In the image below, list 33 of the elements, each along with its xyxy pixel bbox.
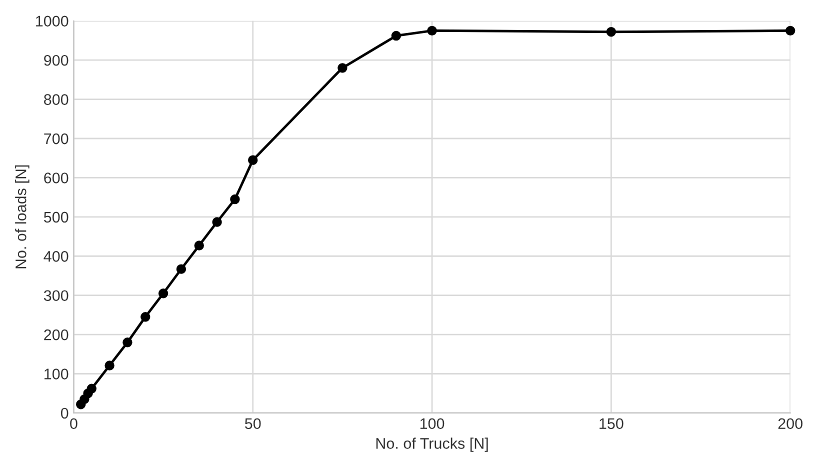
point bbox=[391, 30, 402, 41]
x-axis-title: No. of Trucks [N] bbox=[376, 438, 488, 452]
y-tick-label: 700 bbox=[44, 133, 68, 144]
x-tick-label: 100 bbox=[420, 418, 444, 430]
point bbox=[785, 26, 796, 36]
x-tick-label: 50 bbox=[244, 418, 261, 430]
x-tick-label: 0 bbox=[70, 418, 78, 430]
y-tick-label: 200 bbox=[44, 329, 68, 340]
point bbox=[104, 360, 114, 370]
point bbox=[427, 26, 437, 36]
point bbox=[230, 194, 240, 204]
y-axis-title: No. of loads [N] bbox=[15, 165, 30, 268]
y-tick-label: 100 bbox=[44, 368, 68, 380]
y-tick-label: 800 bbox=[44, 94, 68, 105]
y-tick-label: 400 bbox=[44, 250, 68, 262]
y-tick-label: 500 bbox=[44, 212, 68, 223]
x-tick-label: 150 bbox=[600, 418, 624, 430]
y-tick-label: 1000 bbox=[36, 16, 68, 27]
y-tick-label: 900 bbox=[44, 54, 68, 66]
y-tick-label: 300 bbox=[44, 290, 68, 302]
point bbox=[338, 63, 348, 73]
point bbox=[140, 312, 150, 322]
point bbox=[122, 338, 132, 348]
x-tick-label: 200 bbox=[778, 418, 802, 430]
point bbox=[176, 264, 186, 274]
point bbox=[606, 26, 616, 37]
point bbox=[212, 217, 222, 227]
y-tick-label: 0 bbox=[60, 408, 68, 419]
y-tick-label: 600 bbox=[44, 172, 68, 184]
point bbox=[86, 384, 96, 394]
point bbox=[158, 288, 168, 298]
point bbox=[194, 240, 204, 250]
point bbox=[248, 155, 258, 165]
